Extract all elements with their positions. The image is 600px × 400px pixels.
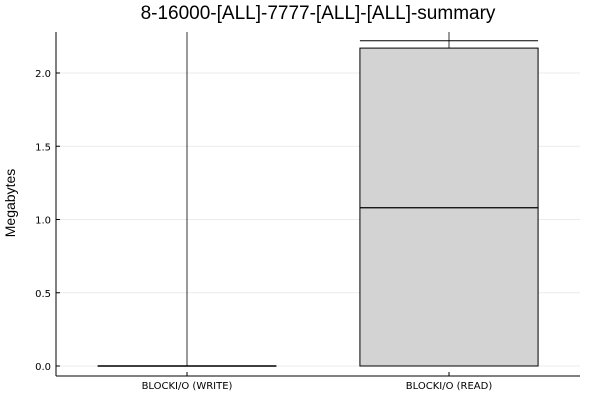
x-tick-label: BLOCKI/O (READ) bbox=[406, 381, 493, 392]
y-tick-label: 1.0 bbox=[35, 216, 51, 227]
chart-title: 8-16000-[ALL]-7777-[ALL]-[ALL]-summary bbox=[141, 3, 496, 24]
y-tick-label: 0.5 bbox=[35, 289, 51, 300]
x-tick-label: BLOCKI/O (WRITE) bbox=[142, 381, 233, 392]
y-axis-label: Megabytes bbox=[2, 169, 18, 237]
y-tick-label: 2.0 bbox=[35, 69, 51, 80]
boxes bbox=[97, 32, 539, 367]
y-ticks: 0.0 0.5 1.0 1.5 2.0 bbox=[35, 69, 60, 373]
x-ticks: BLOCKI/O (WRITE) BLOCKI/O (READ) bbox=[142, 372, 493, 392]
y-tick-label: 0.0 bbox=[35, 362, 51, 373]
box-body bbox=[359, 47, 539, 367]
y-tick-label: 1.5 bbox=[35, 142, 51, 153]
